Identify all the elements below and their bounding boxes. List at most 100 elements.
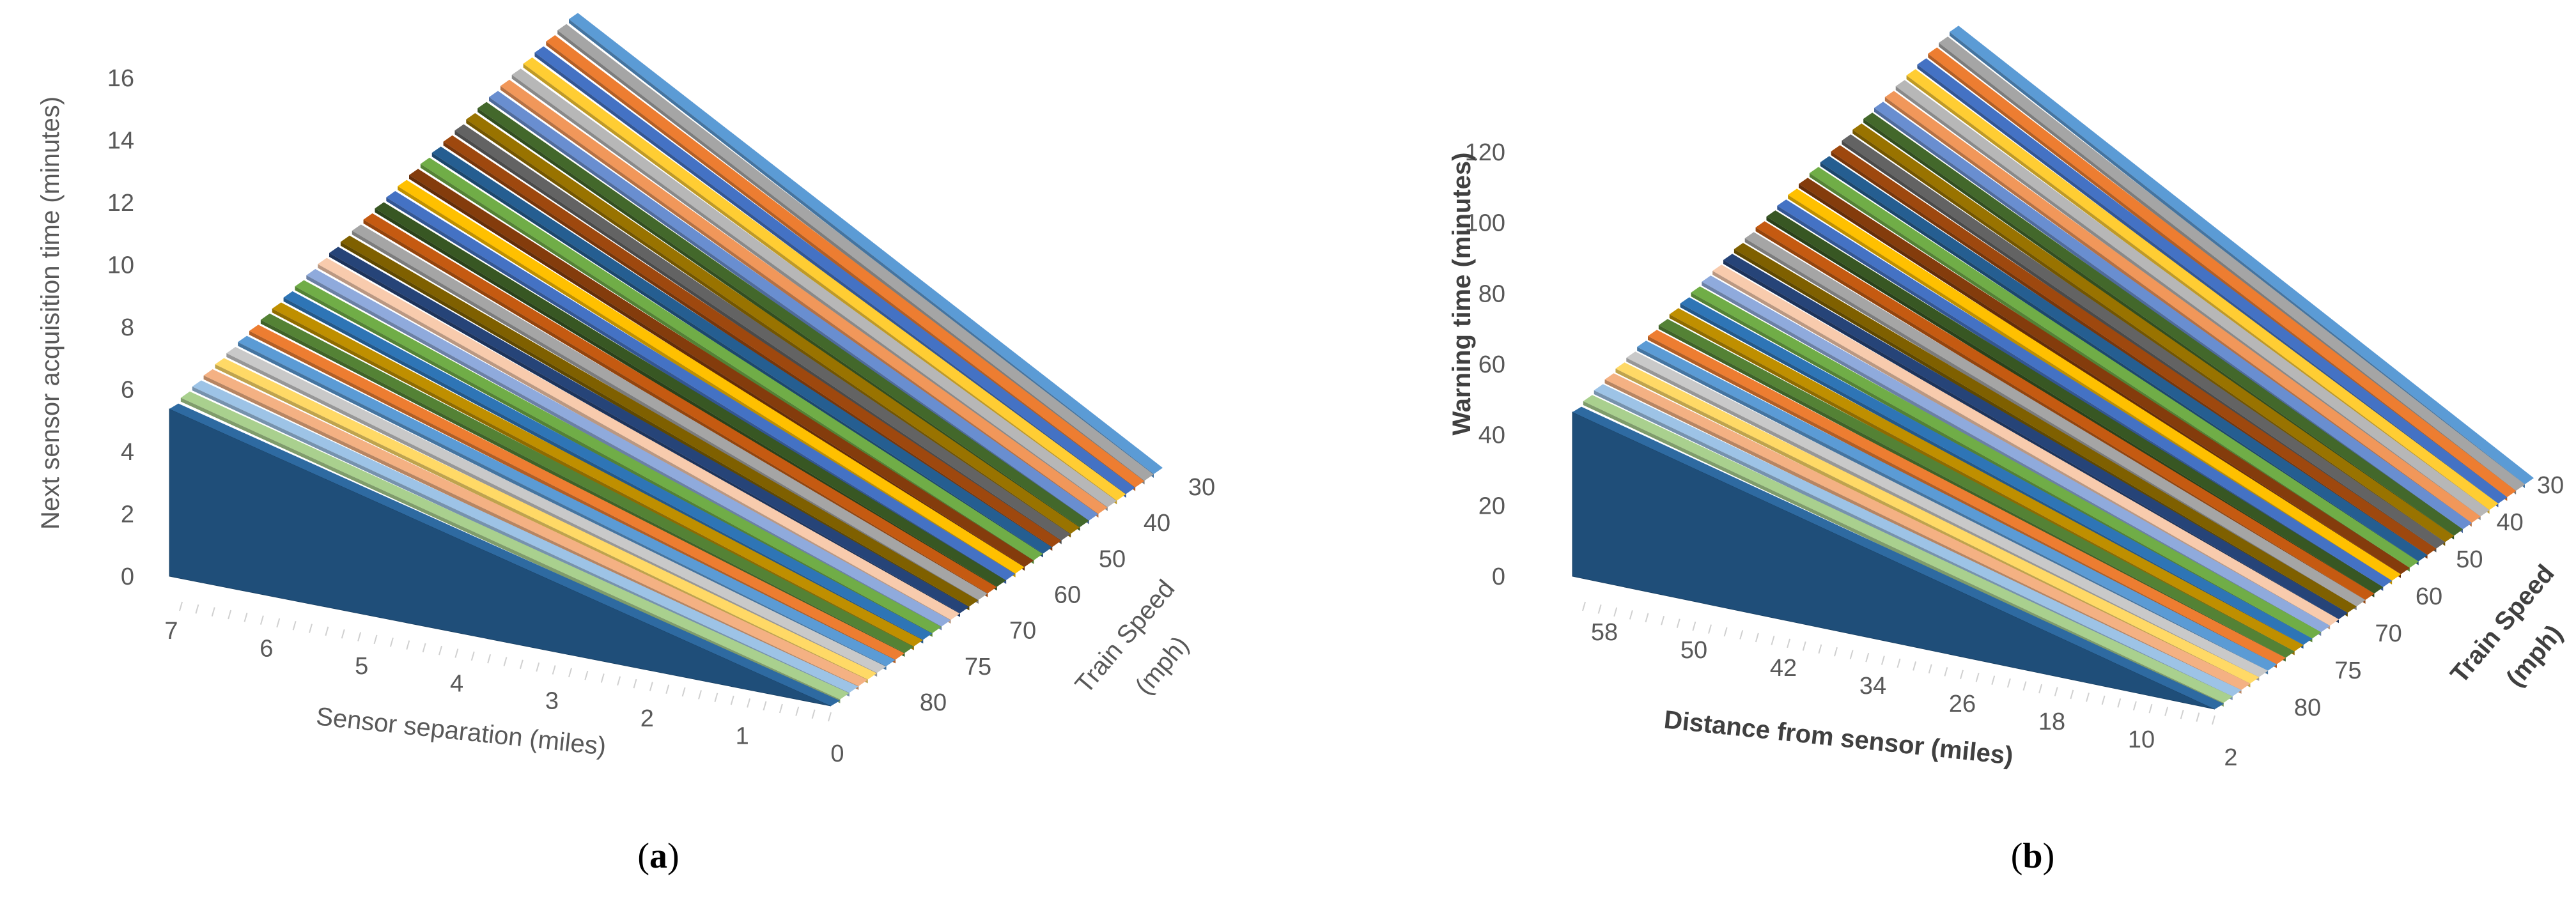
x-tick-mark: [1960, 670, 1964, 680]
x-tick-mark: [730, 695, 734, 705]
x-tick-mark: [649, 682, 653, 691]
area-series-ribbon: [1852, 123, 2455, 542]
x-tick-mark: [1692, 621, 1696, 631]
x-tick-mark: [309, 624, 313, 633]
area-series-ribbon: [523, 57, 1126, 501]
area-series-ribbon: [238, 335, 896, 666]
area-series-ribbon: [192, 380, 858, 693]
x-tick-label: 42: [1770, 655, 1797, 682]
x-tick-label: 50: [1680, 637, 1707, 664]
x-tick-mark: [795, 707, 800, 716]
x-tick-mark: [2006, 678, 2011, 688]
x-tick-mark: [617, 676, 621, 686]
area-series-ribbon: [1669, 308, 2304, 652]
x-tick-mark: [2022, 681, 2027, 691]
x-tick-label: 10: [2128, 726, 2155, 753]
area-series-ribbon: [1874, 102, 2472, 530]
area-series-ribbon: [569, 13, 1163, 474]
area-series-ribbon: [1820, 156, 2428, 562]
area-series-ribbon: [203, 369, 868, 686]
area-series-ribbon: [443, 135, 1062, 548]
x-axis-ticks-a: 7 6 5 4 3 2 1 0: [164, 601, 844, 767]
z-tick-label: 100: [1465, 210, 1505, 237]
x-tick-mark: [228, 610, 232, 620]
area-series-ribbon: [1680, 297, 2313, 645]
area-series-ribbon: [1928, 47, 2517, 498]
x-tick-mark: [1834, 647, 1838, 657]
x-tick-mark: [292, 621, 297, 631]
x-tick-mark: [1755, 632, 1759, 643]
x-tick-mark: [487, 654, 492, 664]
area-series-ribbon: [249, 325, 904, 660]
area-series-ribbon: [466, 113, 1080, 534]
area-series-ribbon: [557, 24, 1154, 481]
speed-tick-label: 40: [1144, 510, 1170, 537]
area-series-ribbon: [260, 313, 914, 654]
x-tick-label: 5: [355, 653, 368, 680]
x-tick-mark: [357, 632, 362, 641]
x-tick-mark: [2164, 707, 2169, 716]
area-series-ribbon: [1842, 134, 2446, 549]
area-series-ribbon: [1799, 178, 2410, 574]
x-tick-mark: [1802, 641, 1806, 651]
area-series-ribbon: [1583, 395, 2233, 703]
speed-axis-ticks-b: 30 40 50 60 70 75 80: [2294, 472, 2564, 721]
x-tick-mark: [2148, 703, 2153, 714]
x-tick-mark: [2132, 701, 2137, 711]
x-tick-mark: [422, 643, 426, 653]
x-tick-mark: [1708, 624, 1712, 634]
area-series-ribbon: [1702, 275, 2331, 632]
speed-tick-label: 75: [965, 654, 991, 680]
z-tick-label: 0: [1492, 564, 1505, 590]
area-series-ribbon: [283, 291, 933, 640]
x-tick-mark: [406, 640, 410, 650]
z-tick-label: 4: [121, 439, 134, 466]
area-series-ribbon: [500, 79, 1108, 514]
area-series-ribbon: [1809, 167, 2419, 568]
x-tick-mark: [1897, 658, 1901, 668]
x-tick-mark: [1739, 630, 1744, 640]
area-series-ribbon: [1895, 80, 2490, 517]
z-tick-label: 16: [107, 65, 134, 92]
x-tick-mark: [1771, 636, 1775, 645]
area-series-ribbon: [1626, 351, 2269, 677]
x-tick-mark: [763, 701, 767, 710]
area-series-ribbon: [1723, 254, 2348, 620]
area-series-ribbon: [1691, 286, 2322, 639]
x-tick-mark: [828, 712, 832, 722]
area-series-ribbon: [1615, 362, 2260, 684]
area-series-ribbon: [398, 180, 1025, 574]
area-series-ribbon: [1863, 112, 2463, 536]
area-series-ribbon: [1906, 69, 2499, 510]
x-tick-mark: [1928, 664, 1932, 674]
x-tick-mark: [2054, 687, 2058, 696]
x-tick-mark: [195, 604, 199, 614]
z-tick-label: 6: [121, 377, 134, 404]
x-tick-mark: [1991, 675, 1996, 685]
z-tick-label: 20: [1478, 493, 1505, 519]
area-series-ribbon: [1755, 221, 2375, 601]
x-tick-mark: [211, 607, 215, 617]
x-tick-label: 1: [736, 723, 749, 750]
x-tick-mark: [1613, 607, 1618, 617]
x-tick-mark: [2180, 709, 2184, 719]
ribbon-series-a: [169, 13, 1163, 707]
z-tick-label: 12: [107, 190, 134, 217]
speed-tick-label: 80: [2294, 694, 2321, 721]
ribbon-series-b: [1572, 26, 2534, 710]
area-series-ribbon: [386, 191, 1016, 580]
x-tick-mark: [519, 659, 524, 670]
area-series-ribbon: [534, 46, 1135, 494]
x-tick-mark: [341, 629, 345, 639]
x-tick-mark: [470, 651, 475, 661]
x-tick-label: 7: [164, 618, 178, 645]
area-series-ribbon: [1788, 188, 2401, 581]
x-tick-label: 18: [2038, 709, 2065, 735]
area-series-ribbon: [306, 269, 951, 627]
z-tick-label: 120: [1465, 139, 1505, 166]
speed-tick-label: 30: [1188, 474, 1215, 501]
x-tick-mark: [2086, 693, 2090, 702]
x-tick-mark: [633, 678, 637, 689]
x-tick-label: 34: [1859, 673, 1886, 700]
x-tick-mark: [179, 601, 183, 611]
